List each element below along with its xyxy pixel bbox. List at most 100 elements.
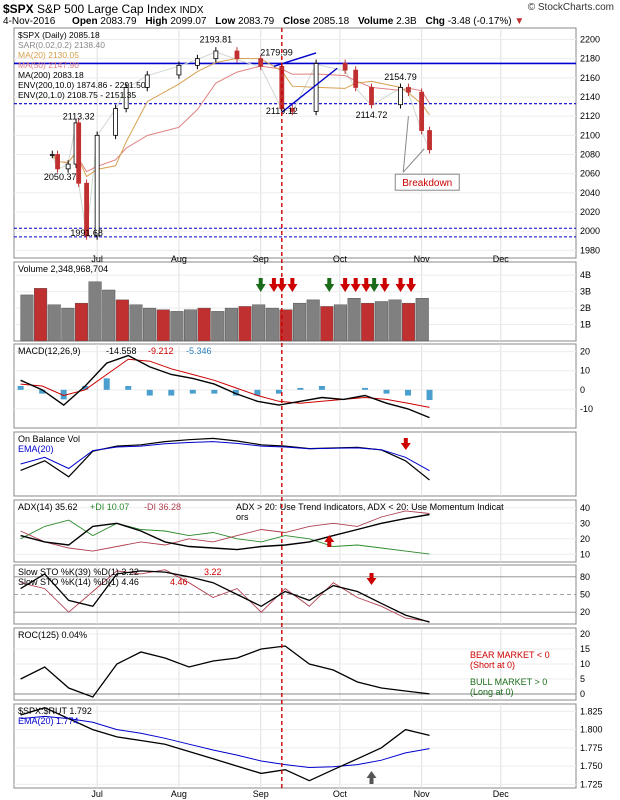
bull-market-subnote: (Long at 0) (470, 687, 514, 697)
volume-bar (347, 298, 361, 342)
low-label: Low (215, 16, 236, 27)
red-arrow-icon (327, 542, 332, 547)
volume-y-tick: 2B (580, 303, 591, 313)
red-arrow-icon (406, 284, 417, 292)
x-tick-label: Aug (171, 254, 187, 264)
breakdown-pointer (402, 148, 425, 173)
quote-date: 4-Nov-2016 (3, 16, 56, 27)
plus-di-line (20, 519, 430, 555)
price-legend-entry: $SPX (Daily) 2085.18 (18, 30, 100, 40)
red-arrow-icon (395, 284, 406, 292)
price-candle-body (113, 108, 119, 136)
volume-bar (197, 307, 211, 342)
price-legend-entry: MA(50) 2147.90 (18, 60, 79, 70)
price-y-tick: 2180 (580, 54, 600, 64)
volume-bar (102, 289, 116, 342)
volume-bar (211, 311, 225, 342)
red-arrow-icon (287, 284, 298, 292)
ratio-legend: $SPX:$RUT 1.792 (18, 706, 92, 716)
macd-histogram-bar (146, 389, 153, 396)
exchange: INDX (179, 5, 204, 16)
stochastic-14-line (20, 569, 430, 622)
macd-line (20, 354, 430, 419)
price-candle-body (258, 58, 264, 67)
macd-histogram-bar (125, 386, 132, 390)
macd-histogram-bar (168, 389, 175, 396)
breakdown-label: Breakdown (402, 178, 452, 189)
ratio-y-tick: 1.725 (580, 779, 603, 789)
stochastic-y-tick: 50 (580, 590, 590, 600)
panel-frame-adx (13, 499, 577, 563)
volume-bar (388, 299, 402, 342)
roc-y-tick: 20 (580, 629, 590, 639)
high-value: 2099.07 (170, 16, 207, 27)
macd-y-tick: 20 (580, 347, 590, 357)
ratio-y-tick: 1.825 (580, 706, 603, 716)
rising-trendline (281, 67, 338, 113)
adx-legend: ADX(14) 35.62 (18, 502, 78, 512)
macd-histogram-bar (82, 386, 89, 390)
green-arrow-icon (324, 284, 335, 292)
high-label: High (145, 16, 168, 27)
volume-bar (238, 306, 252, 342)
macd-signal-value: -9.212 (148, 346, 174, 356)
volume-bar (402, 302, 416, 342)
red-arrow-icon (403, 438, 408, 443)
breakdown-pointer (402, 116, 409, 173)
macd-histogram-bar (103, 378, 110, 390)
adx-line (20, 513, 430, 551)
breakdown-box (394, 173, 460, 191)
price-y-tick: 2160 (580, 73, 600, 83)
volume-value: 2.3B (396, 16, 417, 27)
macd-histogram-bar (60, 389, 67, 400)
ratio-y-tick: 1.750 (580, 761, 603, 771)
price-y-tick: 2100 (580, 130, 600, 140)
panel-frame-price (13, 27, 577, 259)
chg-value: -3.48 (-0.17%) (447, 16, 512, 27)
red-arrow-icon (353, 278, 358, 284)
adx-note-line2: ors (236, 512, 249, 522)
macd-legend-name: MACD(12,26,9) (18, 346, 81, 356)
minus-di-legend: -DI 36.28 (144, 502, 181, 512)
green-arrow-icon (327, 278, 332, 284)
x-tick-label: Dec (493, 254, 510, 264)
adx-y-tick: 10 (580, 549, 590, 559)
open-label: Open (72, 16, 98, 27)
price-annotation: 1991.68 (70, 228, 103, 238)
x-tick-label: Jul (91, 254, 103, 264)
red-arrow-icon (398, 278, 403, 284)
index-name: S&P 500 Large Cap Index (37, 2, 177, 16)
bull-market-note: BULL MARKET > 0 (470, 677, 547, 687)
volume-bar (306, 299, 320, 342)
price-candle-body (94, 134, 100, 237)
price-candle-body (65, 163, 71, 170)
ratio-y-tick: 1.775 (580, 743, 603, 753)
volume-y-tick: 4B (580, 270, 591, 280)
price-candle-body (353, 69, 359, 88)
macd-histogram-bar (232, 389, 239, 396)
adx-note-line1: ADX > 20: Use Trend Indicators, ADX < 20… (236, 502, 504, 512)
macd-histogram-bar (275, 389, 282, 394)
price-candle-body (144, 74, 150, 88)
macd-histogram-bar (189, 389, 196, 394)
price-candle-body (313, 63, 319, 112)
volume-bar (361, 302, 375, 342)
macd-histogram-bar (297, 387, 304, 390)
quote-line: 4-Nov-2016 Open 2083.79 High 2099.07 Low… (3, 16, 524, 27)
price-y-tick: 2040 (580, 188, 600, 198)
red-arrow-icon (400, 443, 411, 450)
green-arrow-icon (372, 278, 377, 284)
price-candle-body (342, 63, 348, 71)
x-tick-label: Jul (91, 789, 103, 799)
price-annotation: 2179.99 (260, 48, 293, 58)
x-tick-label: Nov (414, 254, 431, 264)
macd-signal-line (20, 358, 430, 408)
macd-histogram-bar (426, 389, 433, 401)
red-arrow-icon (268, 284, 279, 292)
x-tick-label: Oct (333, 789, 348, 799)
volume-bar (320, 306, 334, 342)
macd-hist-value: -5.346 (186, 346, 212, 356)
close-label: Close (282, 16, 311, 27)
obv-ema-line (20, 441, 430, 472)
panel-frame-ratio (13, 703, 577, 789)
